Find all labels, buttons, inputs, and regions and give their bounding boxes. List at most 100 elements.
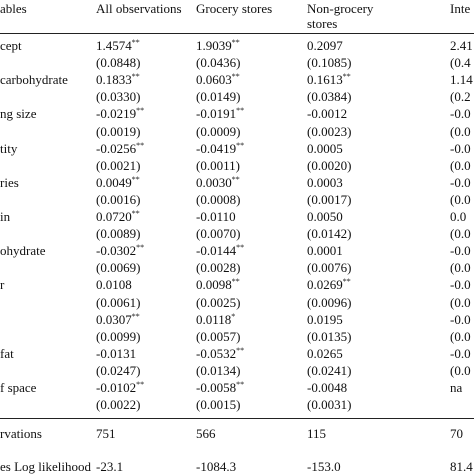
footer-value: 81.4 xyxy=(450,459,473,474)
std-error-text: (0.0022) xyxy=(96,397,141,413)
row-label: fat xyxy=(0,346,14,361)
estimate-text: -0.0048 xyxy=(307,380,348,395)
std-error-text: (0.0149) xyxy=(196,89,241,105)
estimate: -0.0419** xyxy=(196,141,244,156)
significance: ** xyxy=(231,174,240,184)
header-rule xyxy=(0,33,474,34)
row-label: in xyxy=(0,209,10,224)
estimate: -0.0191** xyxy=(196,106,244,121)
significance: ** xyxy=(342,277,351,287)
std-error: (0.0019) xyxy=(96,124,140,139)
std-error: (0.0 xyxy=(450,329,471,344)
std-error-text: (0.0848) xyxy=(96,55,141,71)
estimate: na xyxy=(450,380,462,395)
estimate-text: -0.0532 xyxy=(196,345,237,361)
significance: ** xyxy=(236,243,245,253)
footer-rule xyxy=(0,418,474,419)
row-label-text: ng size xyxy=(0,106,37,122)
significance: ** xyxy=(236,140,245,150)
significance: ** xyxy=(131,174,140,184)
estimate-text: 0.1613 xyxy=(307,72,343,88)
std-error-text: (0.4 xyxy=(450,55,471,71)
estimate: -0.0 xyxy=(450,243,471,258)
estimate-text: -0.0 xyxy=(450,106,471,122)
std-error-text: (0.0011) xyxy=(196,157,240,173)
estimate-text: 2.41 xyxy=(450,38,473,53)
estimate-text: 0.0030 xyxy=(196,174,232,190)
estimate: 1.14 xyxy=(450,72,473,87)
std-error: (0.0016) xyxy=(96,192,140,207)
std-error-text: (0.0021) xyxy=(96,157,141,173)
estimate: 2.41 xyxy=(450,38,473,53)
estimate: 0.0603** xyxy=(196,72,240,87)
significance: ** xyxy=(236,345,245,355)
significance: ** xyxy=(236,106,245,116)
significance: ** xyxy=(231,38,240,47)
std-error-text: (0.0 xyxy=(450,294,471,310)
estimate: -0.0219** xyxy=(96,106,144,121)
std-error-text: (0.0031) xyxy=(307,397,352,413)
std-error: (0.0022) xyxy=(96,397,140,412)
std-error: (0.0070) xyxy=(196,226,240,241)
std-error: (0.0 xyxy=(450,260,471,275)
std-error-text: (0.0 xyxy=(450,157,471,173)
column-header: All observations xyxy=(96,1,182,16)
estimate-text: 0.0195 xyxy=(307,311,343,327)
footer-label: es Log likelihood xyxy=(0,459,91,474)
estimate-text: -0.0256 xyxy=(96,140,137,156)
footer-label-text: es Log likelihood xyxy=(0,459,91,474)
footer-label: rvations xyxy=(0,426,42,441)
estimate: 0.0001 xyxy=(307,243,343,258)
footer-value-text: 566 xyxy=(196,426,216,441)
estimate-text: 0.0005 xyxy=(307,140,343,156)
significance: ** xyxy=(136,243,145,253)
footer-value: -23.1 xyxy=(96,459,123,474)
significance: ** xyxy=(342,72,351,82)
std-error: (0.0247) xyxy=(96,363,140,378)
row-label: f space xyxy=(0,380,36,395)
estimate-text: -0.0131 xyxy=(96,345,137,361)
estimate: 0.0005 xyxy=(307,141,343,156)
footer-value: 115 xyxy=(307,426,326,441)
std-error-text: (0.0134) xyxy=(196,362,241,378)
std-error: (0.0089) xyxy=(96,226,140,241)
std-error: (0.0021) xyxy=(96,158,140,173)
std-error: (0.0149) xyxy=(196,89,240,104)
estimate: 0.0195 xyxy=(307,312,343,327)
estimate-text: 1.14 xyxy=(450,72,473,88)
std-error: (0.0031) xyxy=(307,397,351,412)
row-label-text: ohydrate xyxy=(0,243,46,259)
std-error: (0.0076) xyxy=(307,260,351,275)
footer-value: 566 xyxy=(196,426,216,441)
footer-value-text: 115 xyxy=(307,426,327,441)
std-error: (0.0142) xyxy=(307,226,351,241)
std-error-text: (0.0142) xyxy=(307,226,352,242)
std-error: (0.0 xyxy=(450,295,471,310)
estimate: 0.0098** xyxy=(196,277,240,292)
row-label: tity xyxy=(0,141,17,156)
std-error: (0.0017) xyxy=(307,192,351,207)
std-error: (0.0009) xyxy=(196,124,240,139)
estimate: 0.0269** xyxy=(307,277,351,292)
estimate-text: -0.0 xyxy=(450,243,471,259)
estimate-text: -0.0 xyxy=(450,311,471,327)
estimate: 0.0307** xyxy=(96,312,140,327)
std-error-text: (0.0061) xyxy=(96,294,141,310)
estimate: -0.0048 xyxy=(307,380,347,395)
estimate-text: 0.0098 xyxy=(196,277,232,293)
estimate-text: -0.0 xyxy=(450,174,471,190)
std-error-text: (0.0025) xyxy=(196,294,241,310)
row-label: carbohydrate xyxy=(0,72,68,87)
std-error-text: (0.0028) xyxy=(196,260,241,276)
estimate: 0.0118* xyxy=(196,312,235,327)
std-error: (0.0020) xyxy=(307,158,351,173)
std-error-text: (0.0019) xyxy=(96,123,141,139)
estimate-text: -0.0144 xyxy=(196,243,237,259)
std-error: (0.0028) xyxy=(196,260,240,275)
estimate-text: 0.1833 xyxy=(96,72,132,88)
estimate: 0.0050 xyxy=(307,209,343,224)
estimate: -0.0 xyxy=(450,346,471,361)
std-error-text: (0.0330) xyxy=(96,89,141,105)
significance: ** xyxy=(131,72,140,82)
